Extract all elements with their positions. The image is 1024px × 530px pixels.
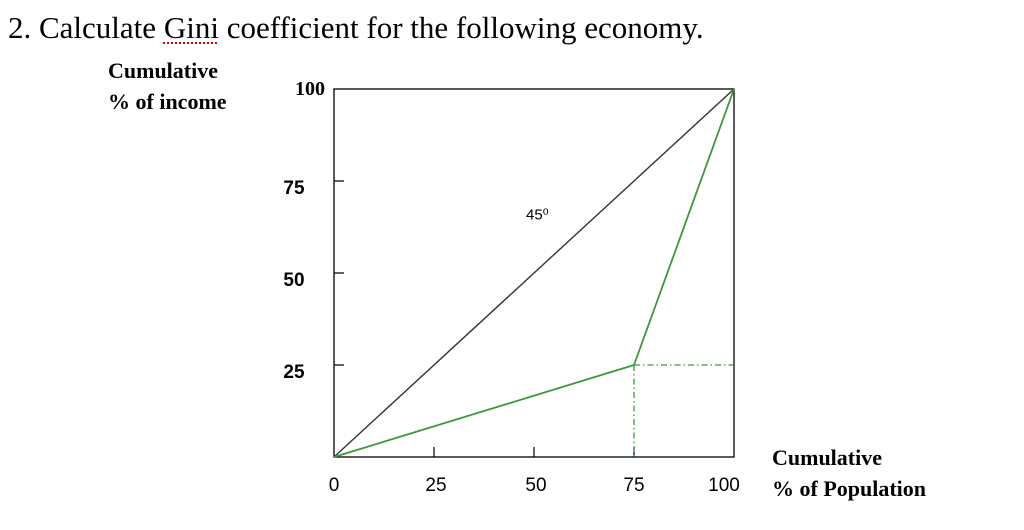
x-tick-label-0: 0 (329, 475, 340, 496)
question-text-before: Calculate (39, 10, 164, 45)
y-axis-label-line2: % of income (108, 89, 227, 114)
x-axis-label-line2: % of Population (772, 476, 927, 501)
question-text-after: coefficient for the following economy. (218, 10, 704, 45)
y-tick-label-75: 75 (283, 178, 305, 199)
y-tick-label-25: 25 (283, 362, 305, 383)
x-tick-label-100: 100 (708, 475, 740, 496)
x-tick-label-25: 25 (425, 475, 446, 496)
gini-word-spellcheck-underlined: Gini (163, 10, 219, 45)
equality-line (333, 88, 735, 458)
x-axis-label: Cumulative % of Population (772, 442, 926, 504)
x-tick-label-50: 50 (525, 475, 546, 496)
plot-area: 100 75 50 25 0 25 50 75 100 45⁰ (283, 78, 739, 496)
y-tick-label-100: 100 (295, 78, 325, 100)
lorenz-curve (333, 88, 735, 458)
x-axis-label-line1: Cumulative (772, 445, 882, 470)
question-number: 2. (8, 10, 32, 45)
x-tick-label-75: 75 (623, 475, 644, 496)
equality-line-annotation: 45⁰ (526, 207, 549, 224)
question-text: 2. Calculate Gini coefficient for the fo… (8, 8, 704, 48)
y-axis-label-line1: Cumulative (108, 58, 218, 83)
y-tick-label-50: 50 (283, 270, 304, 291)
y-axis-label: Cumulative % of income (108, 55, 227, 117)
